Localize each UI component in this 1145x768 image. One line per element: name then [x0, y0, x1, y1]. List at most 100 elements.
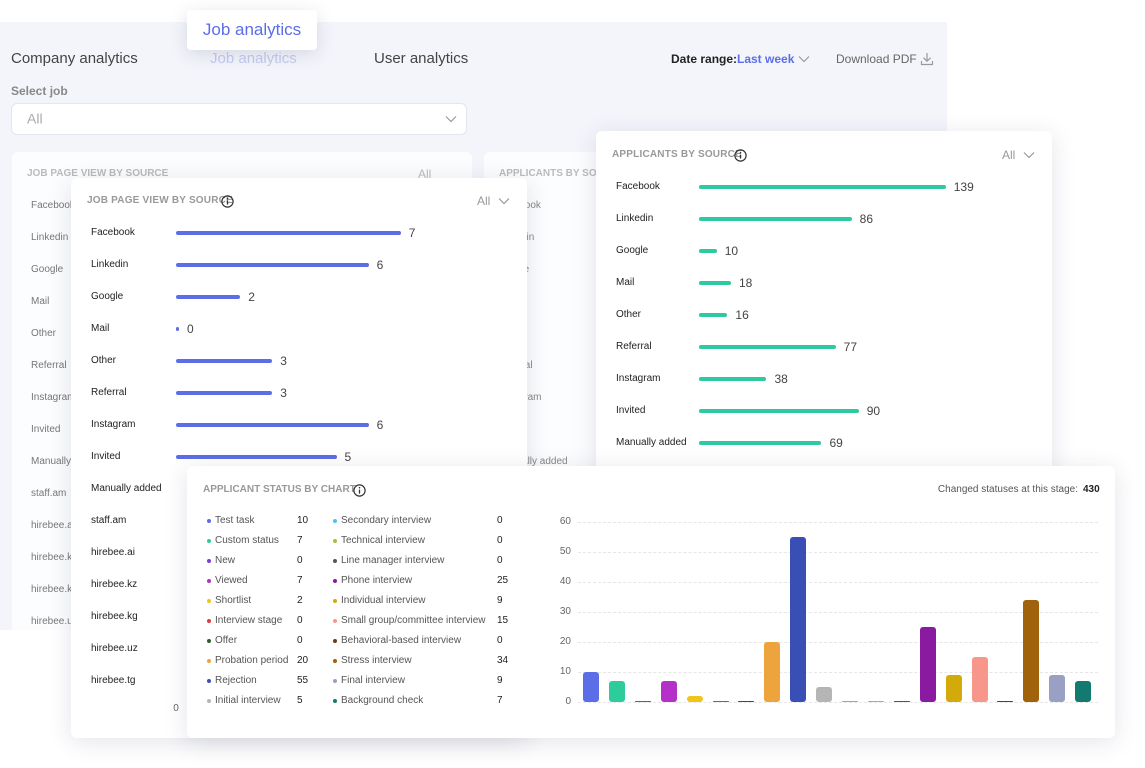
- chevron-icon: [1023, 152, 1035, 159]
- card-title: JOB PAGE VIEW BY SOURCE: [27, 168, 169, 179]
- value-label: 18: [738, 275, 753, 290]
- legend-label: Probation period: [215, 655, 289, 666]
- bar: [738, 700, 755, 702]
- bar: [1023, 600, 1040, 702]
- bar: [176, 391, 273, 395]
- date-range-value[interactable]: Last week: [737, 51, 795, 66]
- row-label: hirebee.uz: [31, 616, 78, 627]
- grid-line: [578, 612, 1098, 613]
- filter[interactable]: All: [477, 193, 491, 208]
- row-label: Other: [91, 355, 117, 366]
- legend-dot: [207, 699, 211, 703]
- bar: [1075, 681, 1092, 702]
- legend-value: 0: [297, 555, 303, 566]
- grid-line: [578, 522, 1098, 523]
- bar: [699, 441, 822, 445]
- row-label: Referral: [616, 341, 652, 352]
- chevron-icon: [498, 198, 510, 205]
- legend-value: 0: [297, 635, 303, 646]
- card: [596, 131, 1052, 476]
- legend-label: Secondary interview: [341, 515, 432, 526]
- card-title: JOB PAGE VIEW BY SOURCE: [87, 195, 233, 206]
- row-label: Manually added: [91, 483, 162, 494]
- info-icon: [733, 148, 747, 162]
- row-label: hirebee.uz: [91, 643, 138, 654]
- row-label: staff.am: [31, 488, 67, 499]
- row-label: Facebook: [31, 200, 75, 211]
- legend-label: New: [215, 555, 236, 566]
- row-label: Instagram: [616, 373, 661, 384]
- y-tick-label: 10: [559, 666, 571, 677]
- bar: [608, 681, 625, 702]
- value-label: 3: [280, 353, 287, 368]
- row-label: hirebee.tg: [91, 675, 136, 686]
- row-label: Mail: [616, 277, 635, 288]
- legend-value: 0: [497, 555, 503, 566]
- legend-label: Offer: [215, 635, 238, 646]
- value-label: 86: [859, 211, 873, 226]
- bar: [945, 675, 962, 702]
- row-label: Linkedin: [91, 259, 129, 270]
- legend-label: Line manager interview: [341, 555, 445, 566]
- row-label: Facebook: [91, 227, 135, 238]
- value-label: 38: [774, 371, 788, 386]
- row-label: Referral: [91, 387, 127, 398]
- legend-label: Individual interview: [341, 595, 426, 606]
- bar: [712, 700, 729, 702]
- legend-dot: [333, 659, 337, 663]
- legend-value: 7: [297, 575, 303, 586]
- bar: [176, 231, 401, 235]
- legend-dot: [207, 599, 211, 603]
- bar: [699, 345, 836, 349]
- legend-label: Initial interview: [215, 695, 281, 706]
- row-label: Instagram: [91, 419, 136, 430]
- legend-dot: [207, 579, 211, 583]
- legend-value: 0: [297, 615, 303, 626]
- active-tab[interactable]: Job analytics: [202, 19, 302, 39]
- row-label: Google: [31, 264, 64, 275]
- date-range-label: Date range:: [671, 51, 738, 66]
- row-label: hirebee.ai: [91, 547, 135, 558]
- bar: [699, 185, 946, 189]
- select-box[interactable]: [11, 103, 467, 135]
- bar: [176, 423, 369, 427]
- value-label: 10: [724, 243, 739, 258]
- x-tick-label: 0: [173, 703, 179, 714]
- legend-dot: [207, 639, 211, 643]
- bar: [176, 295, 241, 299]
- row-label: Mail: [91, 323, 110, 334]
- legend-dot: [207, 679, 211, 683]
- bar: [699, 409, 859, 413]
- filter[interactable]: All: [1002, 147, 1016, 162]
- bar: [176, 327, 179, 331]
- legend-value: 10: [297, 515, 309, 526]
- tab[interactable]: Company analytics: [11, 50, 138, 67]
- legend-value: 34: [497, 655, 509, 666]
- tab[interactable]: Job analytics: [210, 50, 297, 67]
- bar: [699, 281, 731, 285]
- row-label: hirebee.kz: [31, 552, 78, 563]
- row-label: Other: [616, 309, 642, 320]
- row-label: Invited: [91, 451, 121, 462]
- y-tick-label: 0: [565, 696, 571, 707]
- chevron-icon: [798, 56, 810, 63]
- legend-label: Background check: [341, 695, 424, 706]
- bar: [919, 627, 936, 702]
- bar: [842, 700, 858, 702]
- value-label: 139: [953, 179, 974, 194]
- bar: [699, 249, 717, 253]
- row-label: Linkedin: [616, 213, 654, 224]
- legend-label: Rejection: [215, 675, 257, 686]
- value-label: 6: [376, 257, 384, 272]
- row-label: hirebee.kg: [31, 584, 78, 595]
- bar: [699, 377, 767, 381]
- bar: [634, 700, 651, 702]
- legend-value: 20: [297, 655, 309, 666]
- legend-dot: [333, 559, 337, 563]
- legend-dot: [207, 659, 211, 663]
- download-pdf[interactable]: Download PDF: [836, 51, 917, 66]
- filter: All: [418, 166, 432, 181]
- row-label: Invited: [31, 424, 61, 435]
- bar: [893, 700, 910, 702]
- tab[interactable]: User analytics: [374, 50, 469, 67]
